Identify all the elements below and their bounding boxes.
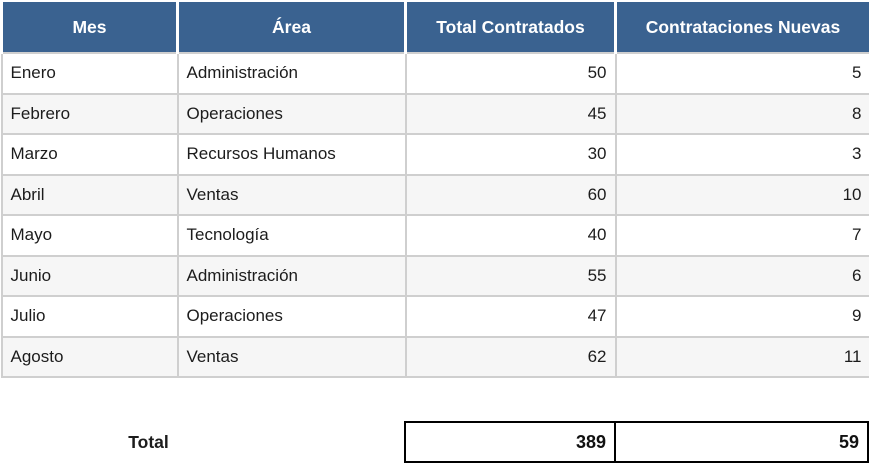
cell-total-contratados: 60 (404, 173, 617, 216)
totals-row: Total 389 59 (0, 421, 869, 463)
cell-mes: Mayo (0, 214, 179, 257)
table-row: Mayo Tecnología 40 7 (0, 214, 869, 257)
cell-area: Operaciones (176, 295, 407, 338)
cell-mes: Junio (0, 254, 179, 297)
data-table: Mes Área Total Contratados Contratacione… (0, 0, 869, 378)
header-mes: Mes (0, 0, 179, 54)
table-row: Abril Ventas 60 10 (0, 173, 869, 216)
total-label: Total (128, 432, 169, 452)
cell-total-contratados: 40 (404, 214, 617, 257)
cell-area: Recursos Humanos (176, 133, 407, 176)
totals-boxes: 389 59 (404, 421, 869, 463)
table-row: Agosto Ventas 62 11 (0, 335, 869, 378)
cell-mes: Julio (0, 295, 179, 338)
cell-contrataciones-nuevas: 9 (614, 295, 869, 338)
header-area: Área (176, 0, 407, 54)
header-row: Mes Área Total Contratados Contratacione… (0, 0, 869, 54)
cell-area: Operaciones (176, 92, 407, 135)
cell-contrataciones-nuevas: 5 (614, 52, 869, 95)
header-total-contratados: Total Contratados (404, 0, 617, 54)
cell-mes: Abril (0, 173, 179, 216)
table-row: Julio Operaciones 47 9 (0, 295, 869, 338)
cell-area: Tecnología (176, 214, 407, 257)
cell-area: Administración (176, 254, 407, 297)
cell-mes: Febrero (0, 92, 179, 135)
total-contratados-value: 389 (406, 423, 616, 461)
total-contrataciones-nuevas-value: 59 (838, 432, 859, 452)
cell-contrataciones-nuevas: 8 (614, 92, 869, 135)
cell-contrataciones-nuevas: 11 (614, 335, 869, 378)
cell-area: Ventas (176, 335, 407, 378)
cell-contrataciones-nuevas: 7 (614, 214, 869, 257)
cell-mes: Agosto (0, 335, 179, 378)
table-row: Marzo Recursos Humanos 30 3 (0, 133, 869, 176)
cell-total-contratados: 55 (404, 254, 617, 297)
cell-total-contratados: 50 (404, 52, 617, 95)
cell-area: Administración (176, 52, 407, 95)
cell-contrataciones-nuevas: 10 (614, 173, 869, 216)
cell-contrataciones-nuevas: 6 (614, 254, 869, 297)
cell-mes: Marzo (0, 133, 179, 176)
cell-mes: Enero (0, 52, 179, 95)
cell-area: Ventas (176, 173, 407, 216)
table-row: Enero Administración 50 5 (0, 52, 869, 95)
cell-total-contratados: 47 (404, 295, 617, 338)
cell-total-contratados: 62 (404, 335, 617, 378)
header-contrataciones-nuevas: Contrataciones Nuevas (614, 0, 869, 54)
cell-contrataciones-nuevas: 3 (614, 133, 869, 176)
table-row: Febrero Operaciones 45 8 (0, 92, 869, 135)
cell-total-contratados: 30 (404, 133, 617, 176)
cell-total-contratados: 45 (404, 92, 617, 135)
table-row: Junio Administración 55 6 (0, 254, 869, 297)
